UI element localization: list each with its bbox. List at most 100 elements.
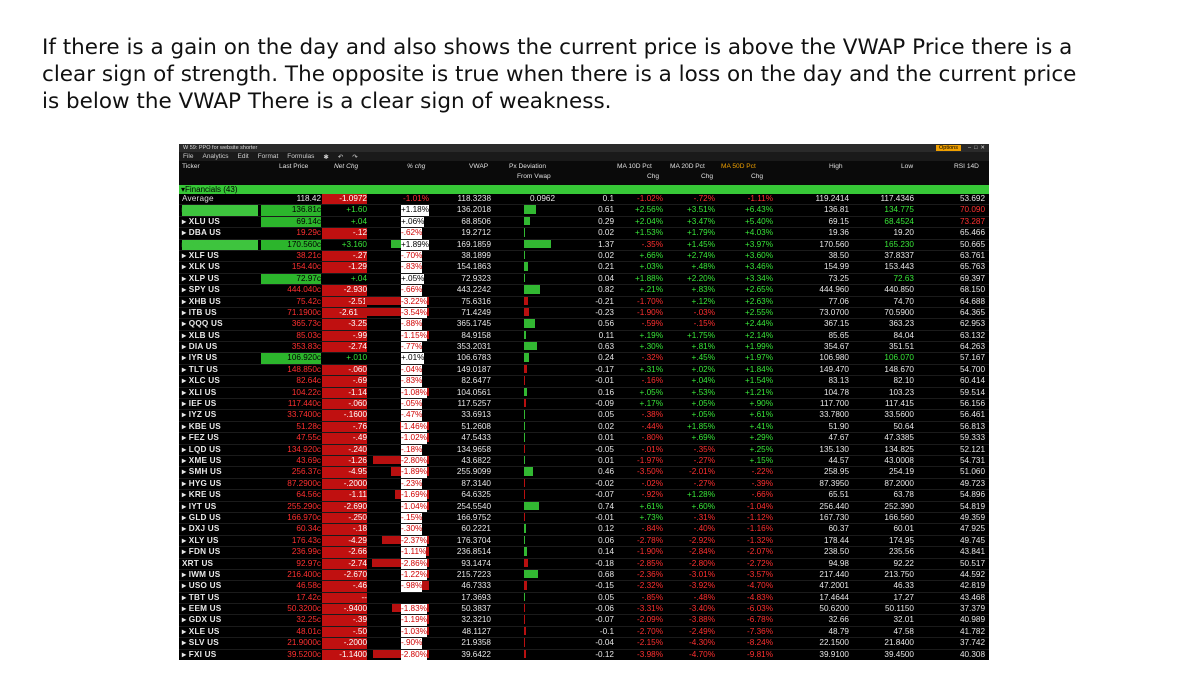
menu-analytics[interactable]: Analytics — [202, 153, 229, 160]
star-icon[interactable]: ✱ — [323, 153, 329, 161]
header-rsi[interactable]: RSI 14D — [954, 163, 979, 170]
options-button[interactable]: Options — [936, 145, 961, 151]
cell-ticker: ▸ TLT US — [182, 364, 219, 374]
cell-ma10: -.44% — [641, 421, 663, 431]
table-row[interactable]: ▸ KRE US 64.56c -1.11 -1.69% 64.6325 -0.07 -.9… — [179, 490, 989, 502]
table-row[interactable]: ▸ IEF US 117.440c -.060 -.05% 117.5257 -0.09 +… — [179, 399, 989, 411]
cell-high: 354.67 — [823, 342, 849, 352]
close-icon[interactable]: ✕ — [980, 145, 985, 151]
cell-rsi: 64.263 — [959, 342, 985, 352]
table-row[interactable]: ▸ XLF US 38.21c -.27 -.70% 38.1899 0.02 +.66% +… — [179, 250, 989, 263]
cell-high: 50.6200 — [819, 604, 849, 614]
px-deviation-bar — [524, 342, 537, 351]
menu-formulas[interactable]: Formulas — [287, 153, 315, 160]
table-row[interactable]: ▸ XLY US 176.43c -4.29 -2.37% 176.3704 0.06 -2… — [179, 535, 989, 548]
header-vwap[interactable]: VWAP — [469, 163, 489, 170]
cell-vwap: 443.2242 — [456, 285, 491, 295]
table-row[interactable]: ▸ FEZ US 47.55c -.49 -1.02% 47.5433 0.01 -.80%… — [179, 433, 989, 445]
header-pct-chg[interactable]: % chg — [407, 163, 426, 170]
table-row[interactable]: ▸ GLD US 166.970c -.250 -.15% 166.9752 -0.01 +… — [179, 512, 989, 525]
table-row[interactable]: ▸ XHB US 75.42c -2.51 -3.22% 75.6316 -0.21 -1.… — [179, 296, 989, 308]
cell-ma20: +.83% — [691, 285, 715, 295]
table-row[interactable]: ▸ SMH US 256.37c -4.95 -1.89% 255.9099 0.46 -3… — [179, 467, 989, 479]
minimize-icon[interactable]: – — [968, 145, 972, 151]
cell-ma10: -.92% — [641, 490, 663, 500]
table-row[interactable]: ▸ LQD US 134.920c -.240 -.18% 134.9658 -0.05 -… — [179, 444, 989, 456]
cell-vwap: 82.6477 — [461, 376, 491, 386]
table-row[interactable]: ▸ IYT US 255.290c -2.690 -1.04% 254.5540 0.74… — [179, 501, 989, 513]
table-row[interactable]: ▸ USO US 46.58c -.46 -.98% 46.7333 -0.15 -2.32… — [179, 581, 989, 593]
cell-vwap: 50.3837 — [461, 604, 491, 614]
table-row[interactable]: ▸ ITB US 71.1900c -2.6100 -3.54% 71.4249 -0.2… — [179, 307, 989, 320]
table-row[interactable]: ▸ QQQ US 365.73c -3.25 -.88% 365.1745 0.56 -.5… — [179, 319, 989, 331]
cell-pct-chg: -1.08% — [401, 387, 427, 399]
cell-last-price: 136.81c — [261, 205, 321, 216]
header-ma20[interactable]: MA 20D Pct — [670, 163, 705, 170]
header-last-price[interactable]: Last Price — [279, 163, 309, 170]
undo-icon[interactable]: ↶ — [337, 153, 344, 161]
table-row[interactable]: ▸ IYR US 106.920c +.010 +.01% 106.6783 0.24 -.… — [179, 353, 989, 365]
cell-low: 106.070 — [884, 353, 914, 363]
header-high[interactable]: High — [829, 163, 843, 170]
cell-high: 33.7800 — [819, 410, 849, 420]
table-row[interactable]: ▸ XLC US 82.64c -.69 -.83% 82.6477 -0.01 -.16%… — [179, 376, 989, 388]
table-row[interactable]: ▸ TBT US 17.42c -- 17.3693 0.05 -.85% -.48% -4.… — [179, 592, 989, 605]
table-row[interactable]: ▸ XME US 43.69c -1.26 -2.80% 43.6822 0.01 -1.9… — [179, 455, 989, 468]
cell-px-deviation: -0.12 — [595, 649, 614, 659]
table-row[interactable]: ▸ TLT US 148.850c -.060 -.04% 149.0187 -0.17 +… — [179, 364, 989, 377]
cell-vwap: 166.9752 — [456, 512, 491, 522]
header-ma50[interactable]: MA 50D Pct — [721, 163, 756, 170]
cell-ma50: -1.04% — [747, 501, 773, 511]
table-row[interactable]: ▸ IWM US 216.400c -2.670 -1.22% 215.7223 0.68… — [179, 569, 989, 582]
table-row[interactable]: ▸ XLI US 104.22c -1.14 -1.08% 104.0561 0.16 +.… — [179, 387, 989, 400]
table-row[interactable]: ▸ SPY US 444.040c -2.930 -.66% 443.2242 0.82 +… — [179, 285, 989, 297]
cell-ma50: +1.99% — [745, 342, 773, 352]
table-row[interactable]: ▸ DBA US 19.29c -.12 -.62% 19.2712 0.02 +1.53%… — [179, 228, 989, 240]
table-row[interactable]: ▸ GDX US 32.25c -.39 -1.19% 32.3210 -0.07 -2.0… — [179, 615, 989, 627]
table-row[interactable]: ▸ DIA US 353.83c -2.74 -.77% 353.2031 0.63 +.3… — [179, 342, 989, 354]
cell-ticker: ▸ XLP US — [182, 273, 220, 283]
table-row[interactable]: ▸ XLU US 69.14c +.04 +.06% 68.8506 0.29 +2.04%… — [179, 216, 989, 229]
cell-px-deviation: 0.74 — [598, 501, 614, 511]
header-net-chg[interactable]: Net Chg — [334, 163, 359, 170]
header-ma10[interactable]: MA 10D Pct — [617, 163, 652, 170]
cell-px-deviation: 0.16 — [598, 387, 614, 397]
table-row[interactable]: ▸ XLK US 154.40c -1.29 -.83% 154.1863 0.21 +.0… — [179, 262, 989, 274]
table-row[interactable]: ▸ KBE US 51.28c -.76 -1.46% 51.2608 0.02 -.44%… — [179, 421, 989, 434]
header-ticker[interactable]: Ticker — [182, 163, 200, 170]
px-deviation-bar — [524, 330, 527, 340]
maximize-icon[interactable]: □ — [974, 145, 978, 151]
table-row[interactable]: ▸ FDN US 236.99c -2.66 -1.11% 236.8514 0.14 -1… — [179, 547, 989, 559]
cell-vwap: 353.2031 — [456, 342, 491, 352]
cell-rsi: 63.761 — [959, 250, 985, 260]
table-row[interactable]: ▸ FXI US 39.5200c -1.1400 -2.80% 39.6422 -0.1… — [179, 649, 989, 660]
cell-pct-chg: -2.80% — [401, 649, 427, 660]
cell-low: 72.63 — [893, 273, 915, 283]
menu-edit[interactable]: Edit — [237, 153, 249, 160]
table-row[interactable]: ▸ XLK US 136.81c +1.60 +1.18% 136.2018 0.61 +2… — [179, 205, 989, 217]
cell-high: 47.2001 — [819, 581, 849, 591]
redo-icon[interactable]: ↷ — [352, 153, 358, 161]
caption-text: If there is a gain on the day and also s… — [42, 34, 1162, 115]
menu-file[interactable]: File — [183, 153, 194, 160]
cell-low: 87.2000 — [884, 478, 914, 488]
header-px-deviation[interactable]: Px Deviation — [509, 163, 547, 170]
cell-ma50: -.66% — [751, 490, 773, 500]
table-row[interactable]: ▸ SOXX US 170.560c +3.160 +1.89% 169.1859 1.3… — [179, 239, 989, 251]
group-header-financials[interactable]: ▾Financials (43) — [179, 185, 989, 194]
average-row[interactable]: Average 118.42 -1.0972 -1.01% 118.3238 0.0962… — [179, 194, 989, 206]
table-row[interactable]: ▸ XLE US 48.01c -.50 -1.03% 48.1127 -0.1 -2.70… — [179, 626, 989, 639]
table-row[interactable]: ▸ DXJ US 60.34c -.18 -.30% 60.2221 0.12 -.84% -… — [179, 524, 989, 536]
cell-ma50: +1.97% — [745, 353, 773, 363]
table-row[interactable]: ▸ HYG US 87.2900c -.2000 -.23% 87.3140 -0.02 -… — [179, 478, 989, 491]
table-row[interactable]: ▸ SLV US 21.9000c -.2000 -.90% 21.9358 -0.04 -… — [179, 638, 989, 650]
table-row[interactable]: ▸ IYZ US 33.7400c -.1600 -.47% 33.6913 0.05 -.… — [179, 410, 989, 422]
cell-net-chg: -1.26 — [322, 455, 367, 467]
table-row[interactable]: ▸ XLP US 72.97c +.04 +.05% 72.9323 0.04 +1.88%… — [179, 273, 989, 286]
table-row[interactable]: ▸ EEM US 50.3200c -.9400 -1.83% 50.3837 -0.06… — [179, 604, 989, 616]
header-low[interactable]: Low — [901, 163, 914, 170]
table-row[interactable]: ▸ XLB US 85.03c -.99 -1.15% 84.9158 0.11 +.19%… — [179, 330, 989, 343]
table-row[interactable]: XRT US 92.97c -2.74 -2.86% 93.1474 -0.18 -2.85… — [179, 558, 989, 570]
cell-pct-chg: -1.19% — [401, 615, 427, 626]
menu-format[interactable]: Format — [257, 153, 279, 160]
